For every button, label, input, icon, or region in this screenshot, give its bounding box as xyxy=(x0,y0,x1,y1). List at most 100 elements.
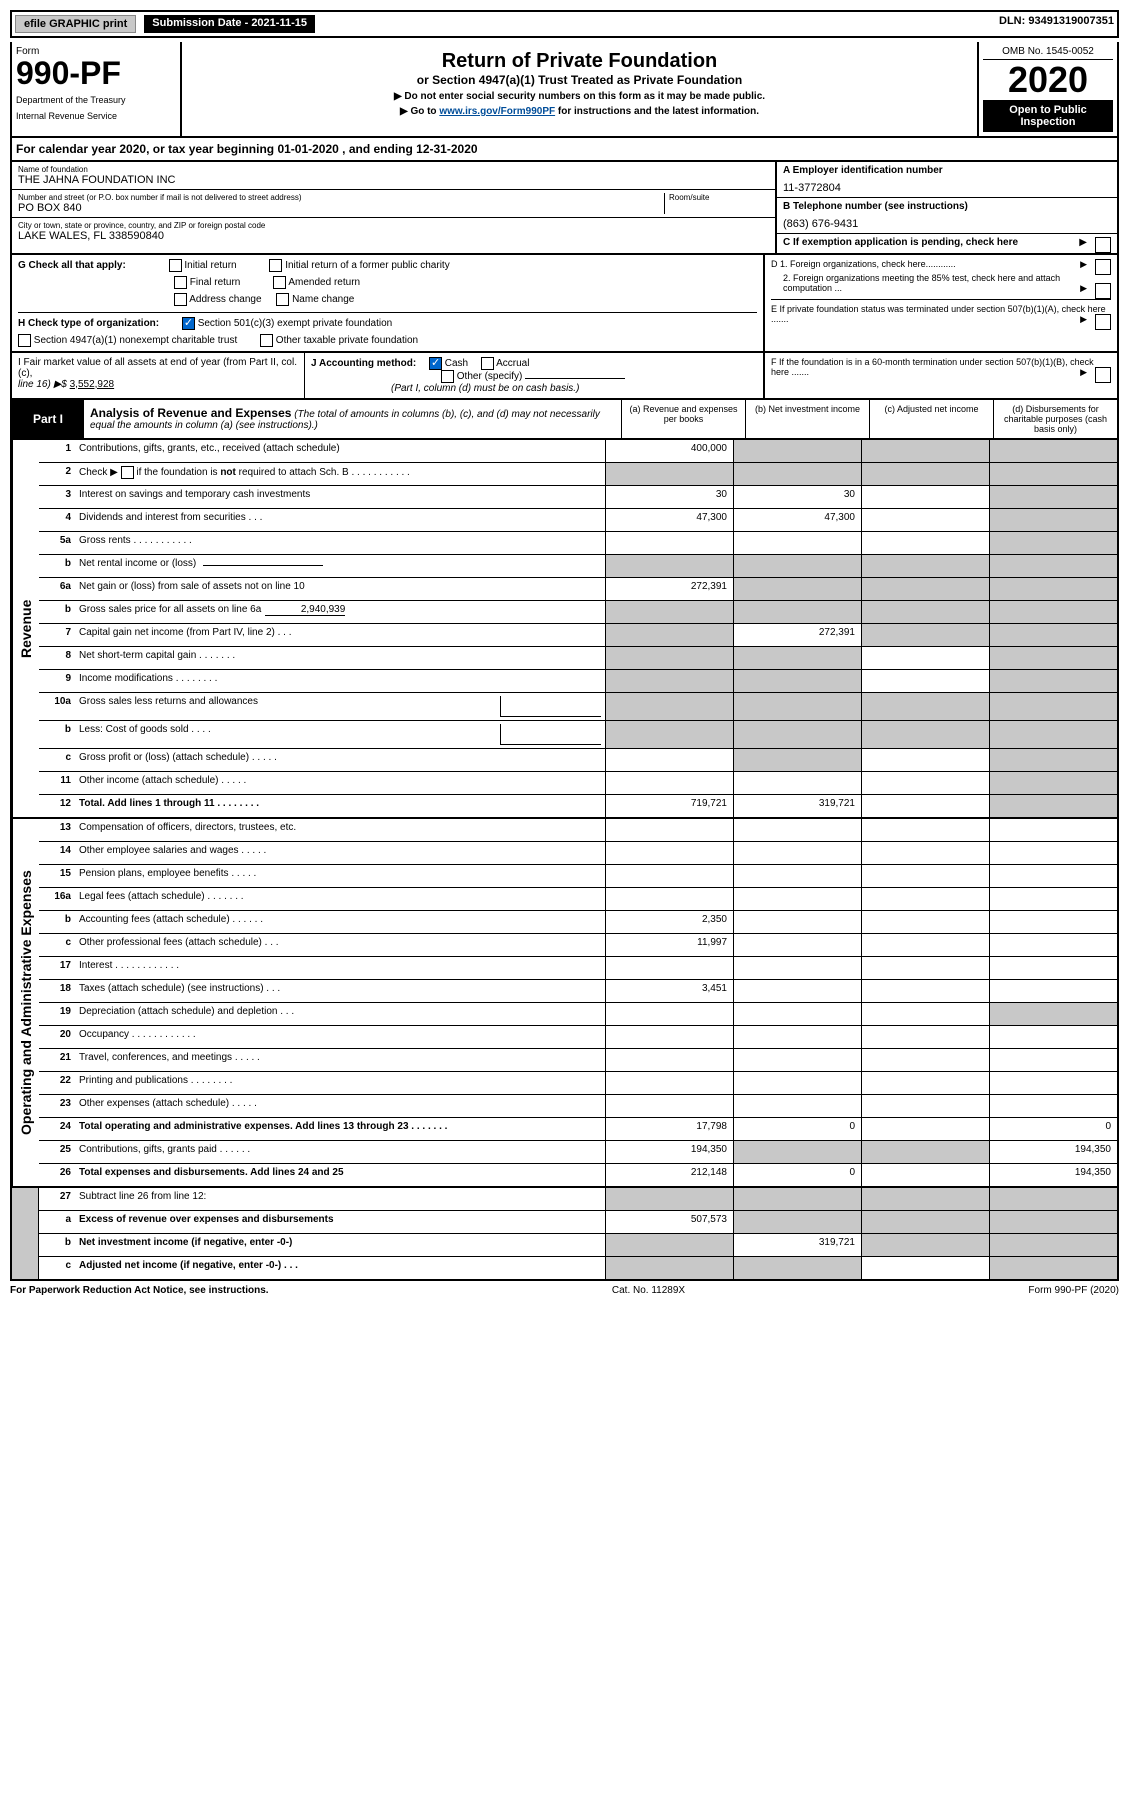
cell-a xyxy=(605,749,733,771)
cell-d xyxy=(989,578,1117,600)
line-desc: Dividends and interest from securities .… xyxy=(75,509,605,531)
line-desc: Occupancy . . . . . . . . . . . . xyxy=(75,1026,605,1048)
arrow-icon: ▶ xyxy=(1080,283,1087,294)
cell-d xyxy=(989,888,1117,910)
line-desc: Gross sales price for all assets on line… xyxy=(75,601,605,623)
schb-checkbox[interactable] xyxy=(121,466,134,479)
cell-c xyxy=(861,1003,989,1025)
line-desc: Contributions, gifts, grants, etc., rece… xyxy=(75,440,605,462)
line-desc: Accounting fees (attach schedule) . . . … xyxy=(75,911,605,933)
line-desc: Excess of revenue over expenses and disb… xyxy=(75,1211,605,1233)
line-num: 5a xyxy=(39,532,75,554)
h-4947: Section 4947(a)(1) nonexempt charitable … xyxy=(34,335,237,346)
line-num: 9 xyxy=(39,670,75,692)
exemption-checkbox[interactable] xyxy=(1095,237,1111,253)
cell-a xyxy=(605,865,733,887)
d1-row: D 1. Foreign organizations, check here..… xyxy=(771,259,1111,269)
line-10b: b Less: Cost of goods sold . . . . xyxy=(39,721,1117,749)
e-checkbox[interactable] xyxy=(1095,314,1111,330)
amended-return-checkbox[interactable] xyxy=(273,276,286,289)
cell-a xyxy=(605,888,733,910)
cell-a xyxy=(605,1234,733,1256)
cell-a xyxy=(605,670,733,692)
line-num: 24 xyxy=(39,1118,75,1140)
line27-table: 27 Subtract line 26 from line 12: a Exce… xyxy=(10,1188,1119,1281)
line-15: 15 Pension plans, employee benefits . . … xyxy=(39,865,1117,888)
line27-rows: 27 Subtract line 26 from line 12: a Exce… xyxy=(39,1188,1117,1279)
cell-c xyxy=(861,578,989,600)
d1-checkbox[interactable] xyxy=(1095,259,1111,275)
line-num: 12 xyxy=(39,795,75,817)
address-change-checkbox[interactable] xyxy=(174,293,187,306)
cell-a: 2,350 xyxy=(605,911,733,933)
street-cell: Number and street (or P.O. box number if… xyxy=(12,190,775,218)
cell-b: 0 xyxy=(733,1118,861,1140)
line-num: 6a xyxy=(39,578,75,600)
cell-d xyxy=(989,772,1117,794)
fmv-note: (Part I, column (d) must be on cash basi… xyxy=(391,383,579,394)
j-label: J Accounting method: xyxy=(311,358,416,369)
line-num: 11 xyxy=(39,772,75,794)
g-label: G Check all that apply: xyxy=(18,260,126,271)
side-spacer xyxy=(12,1188,39,1279)
cell-d xyxy=(989,1072,1117,1094)
line-18: 18 Taxes (attach schedule) (see instruct… xyxy=(39,980,1117,1003)
irs-label: Internal Revenue Service xyxy=(16,111,176,121)
f-checkbox[interactable] xyxy=(1095,367,1111,383)
4947-checkbox[interactable] xyxy=(18,334,31,347)
cell-d xyxy=(989,980,1117,1002)
name-change-checkbox[interactable] xyxy=(276,293,289,306)
other-specify-checkbox[interactable] xyxy=(441,370,454,383)
cell-d xyxy=(989,509,1117,531)
final-return-checkbox[interactable] xyxy=(174,276,187,289)
cell-c xyxy=(861,911,989,933)
cell-d xyxy=(989,1257,1117,1279)
line-num: 7 xyxy=(39,624,75,646)
cell-c xyxy=(861,486,989,508)
cell-a xyxy=(605,532,733,554)
cell-b xyxy=(733,1026,861,1048)
form990pf-link[interactable]: www.irs.gov/Form990PF xyxy=(439,106,555,117)
line-desc: Other employee salaries and wages . . . … xyxy=(75,842,605,864)
line-desc: Check ▶ if the foundation is not require… xyxy=(75,463,605,485)
cell-b xyxy=(733,1211,861,1233)
line-desc: Pension plans, employee benefits . . . .… xyxy=(75,865,605,887)
cash-checkbox[interactable] xyxy=(429,357,442,370)
arrow-icon: ▶ xyxy=(1080,367,1087,378)
footer-left: For Paperwork Reduction Act Notice, see … xyxy=(10,1285,269,1296)
cell-d xyxy=(989,795,1117,817)
line-num: 1 xyxy=(39,440,75,462)
page-footer: For Paperwork Reduction Act Notice, see … xyxy=(10,1281,1119,1300)
line-num: 18 xyxy=(39,980,75,1002)
line6b-value: 2,940,939 xyxy=(265,604,345,616)
initial-former-checkbox[interactable] xyxy=(269,259,282,272)
cell-d xyxy=(989,670,1117,692)
g-row-3: Address change Name change xyxy=(174,293,757,306)
other-taxable-checkbox[interactable] xyxy=(260,334,273,347)
cell-b: 47,300 xyxy=(733,509,861,531)
accrual-checkbox[interactable] xyxy=(481,357,494,370)
h-row: H Check type of organization: Section 50… xyxy=(18,312,757,330)
cell-b xyxy=(733,440,861,462)
expenses-table: Operating and Administrative Expenses 13… xyxy=(10,819,1119,1188)
line-desc: Legal fees (attach schedule) . . . . . .… xyxy=(75,888,605,910)
d2-checkbox[interactable] xyxy=(1095,283,1111,299)
cell-d xyxy=(989,693,1117,720)
line-desc: Travel, conferences, and meetings . . . … xyxy=(75,1049,605,1071)
efile-print-button[interactable]: efile GRAPHIC print xyxy=(15,15,136,33)
501c3-checkbox[interactable] xyxy=(182,317,195,330)
fmv-right: F If the foundation is in a 60-month ter… xyxy=(763,353,1117,398)
line-desc: Gross profit or (loss) (attach schedule)… xyxy=(75,749,605,771)
cash-label: Cash xyxy=(445,358,468,369)
line-16b: b Accounting fees (attach schedule) . . … xyxy=(39,911,1117,934)
cell-a: 719,721 xyxy=(605,795,733,817)
line-num: c xyxy=(39,1257,75,1279)
line-num: 15 xyxy=(39,865,75,887)
line-13: 13 Compensation of officers, directors, … xyxy=(39,819,1117,842)
line-desc: Subtract line 26 from line 12: xyxy=(75,1188,605,1210)
initial-return-checkbox[interactable] xyxy=(169,259,182,272)
line-17: 17 Interest . . . . . . . . . . . . xyxy=(39,957,1117,980)
cell-c xyxy=(861,1211,989,1233)
cell-a xyxy=(605,1095,733,1117)
line-7: 7 Capital gain net income (from Part IV,… xyxy=(39,624,1117,647)
